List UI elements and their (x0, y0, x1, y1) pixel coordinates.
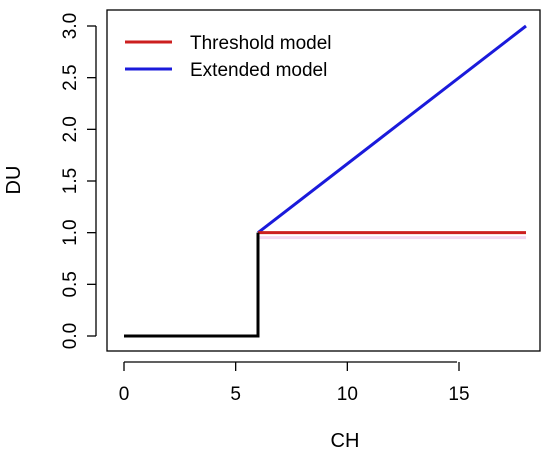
plot-frame (106, 9, 541, 352)
y-tick-label: 2.0 (60, 116, 81, 142)
x-axis-title: CH (331, 430, 360, 452)
legend-label-threshold: Threshold model (190, 33, 332, 54)
series-line (257, 24, 527, 234)
series-layer (124, 24, 527, 338)
y-tick-label: 0.5 (60, 271, 81, 297)
legend-label-extended: Extended model (190, 60, 327, 81)
x-axis: 0 5 10 15 (119, 361, 470, 405)
x-tick-label: 0 (119, 384, 130, 405)
x-tick-label: 5 (230, 384, 241, 405)
y-axis: 0.0 0.5 1.0 1.5 2.0 2.5 3.0 (60, 13, 97, 349)
x-tick-label: 10 (337, 384, 358, 405)
y-tick-label: 1.5 (60, 168, 81, 194)
y-tick-label: 1.0 (60, 219, 81, 245)
x-tick-label: 15 (448, 384, 469, 405)
legend: Threshold model Extended model (125, 33, 332, 81)
y-axis-title: DU (3, 166, 25, 195)
series-line (124, 232, 260, 338)
y-tick-label: 2.5 (60, 64, 81, 90)
y-tick-label: 3.0 (60, 13, 81, 39)
y-tick-label: 0.0 (60, 323, 81, 349)
